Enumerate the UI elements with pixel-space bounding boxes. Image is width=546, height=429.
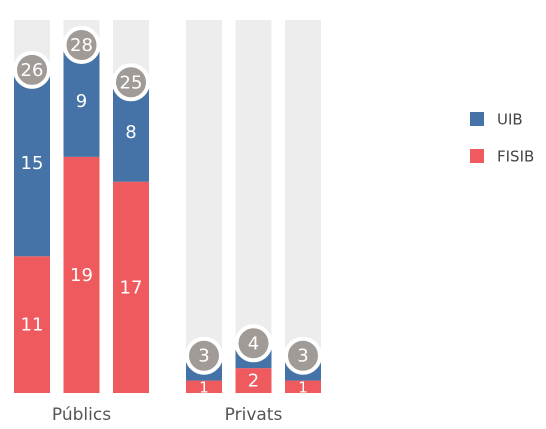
segment-label: 9	[76, 91, 87, 112]
segment-label: 11	[21, 315, 44, 336]
total-badge	[62, 26, 101, 64]
segment-label: 2	[248, 371, 259, 392]
total-badge	[234, 324, 273, 363]
total-label: 3	[297, 346, 308, 367]
segment-label: 17	[120, 277, 143, 298]
total-badge	[13, 50, 51, 89]
bar-segment	[235, 368, 272, 393]
bar-segment	[186, 380, 222, 393]
legend-label: UIB	[497, 111, 523, 129]
group-label: Privats	[225, 405, 283, 425]
bar-track	[186, 20, 222, 393]
total-label: 26	[21, 60, 44, 81]
segment-label: 1	[199, 378, 209, 396]
segment-label: 8	[125, 122, 136, 143]
total-badge	[284, 336, 322, 375]
bar-segment	[285, 380, 321, 393]
legend-swatch	[470, 112, 484, 126]
bar-segment	[63, 156, 100, 393]
bar-segment	[14, 256, 50, 393]
bar-segment	[113, 181, 149, 393]
total-label: 28	[70, 35, 93, 56]
bar-segment	[14, 69, 50, 257]
segment-label: 1	[298, 378, 308, 396]
total-badge	[185, 336, 223, 375]
legend-swatch	[470, 149, 484, 163]
total-label: 4	[248, 333, 259, 354]
legend-label: FISIB	[497, 148, 534, 166]
total-label: 25	[120, 72, 143, 93]
bar-track	[285, 20, 321, 393]
total-label: 3	[198, 346, 209, 367]
total-badge	[112, 63, 150, 102]
group-label: Públics	[52, 405, 111, 425]
segment-label: 19	[70, 265, 93, 286]
segment-label: 15	[21, 153, 44, 174]
